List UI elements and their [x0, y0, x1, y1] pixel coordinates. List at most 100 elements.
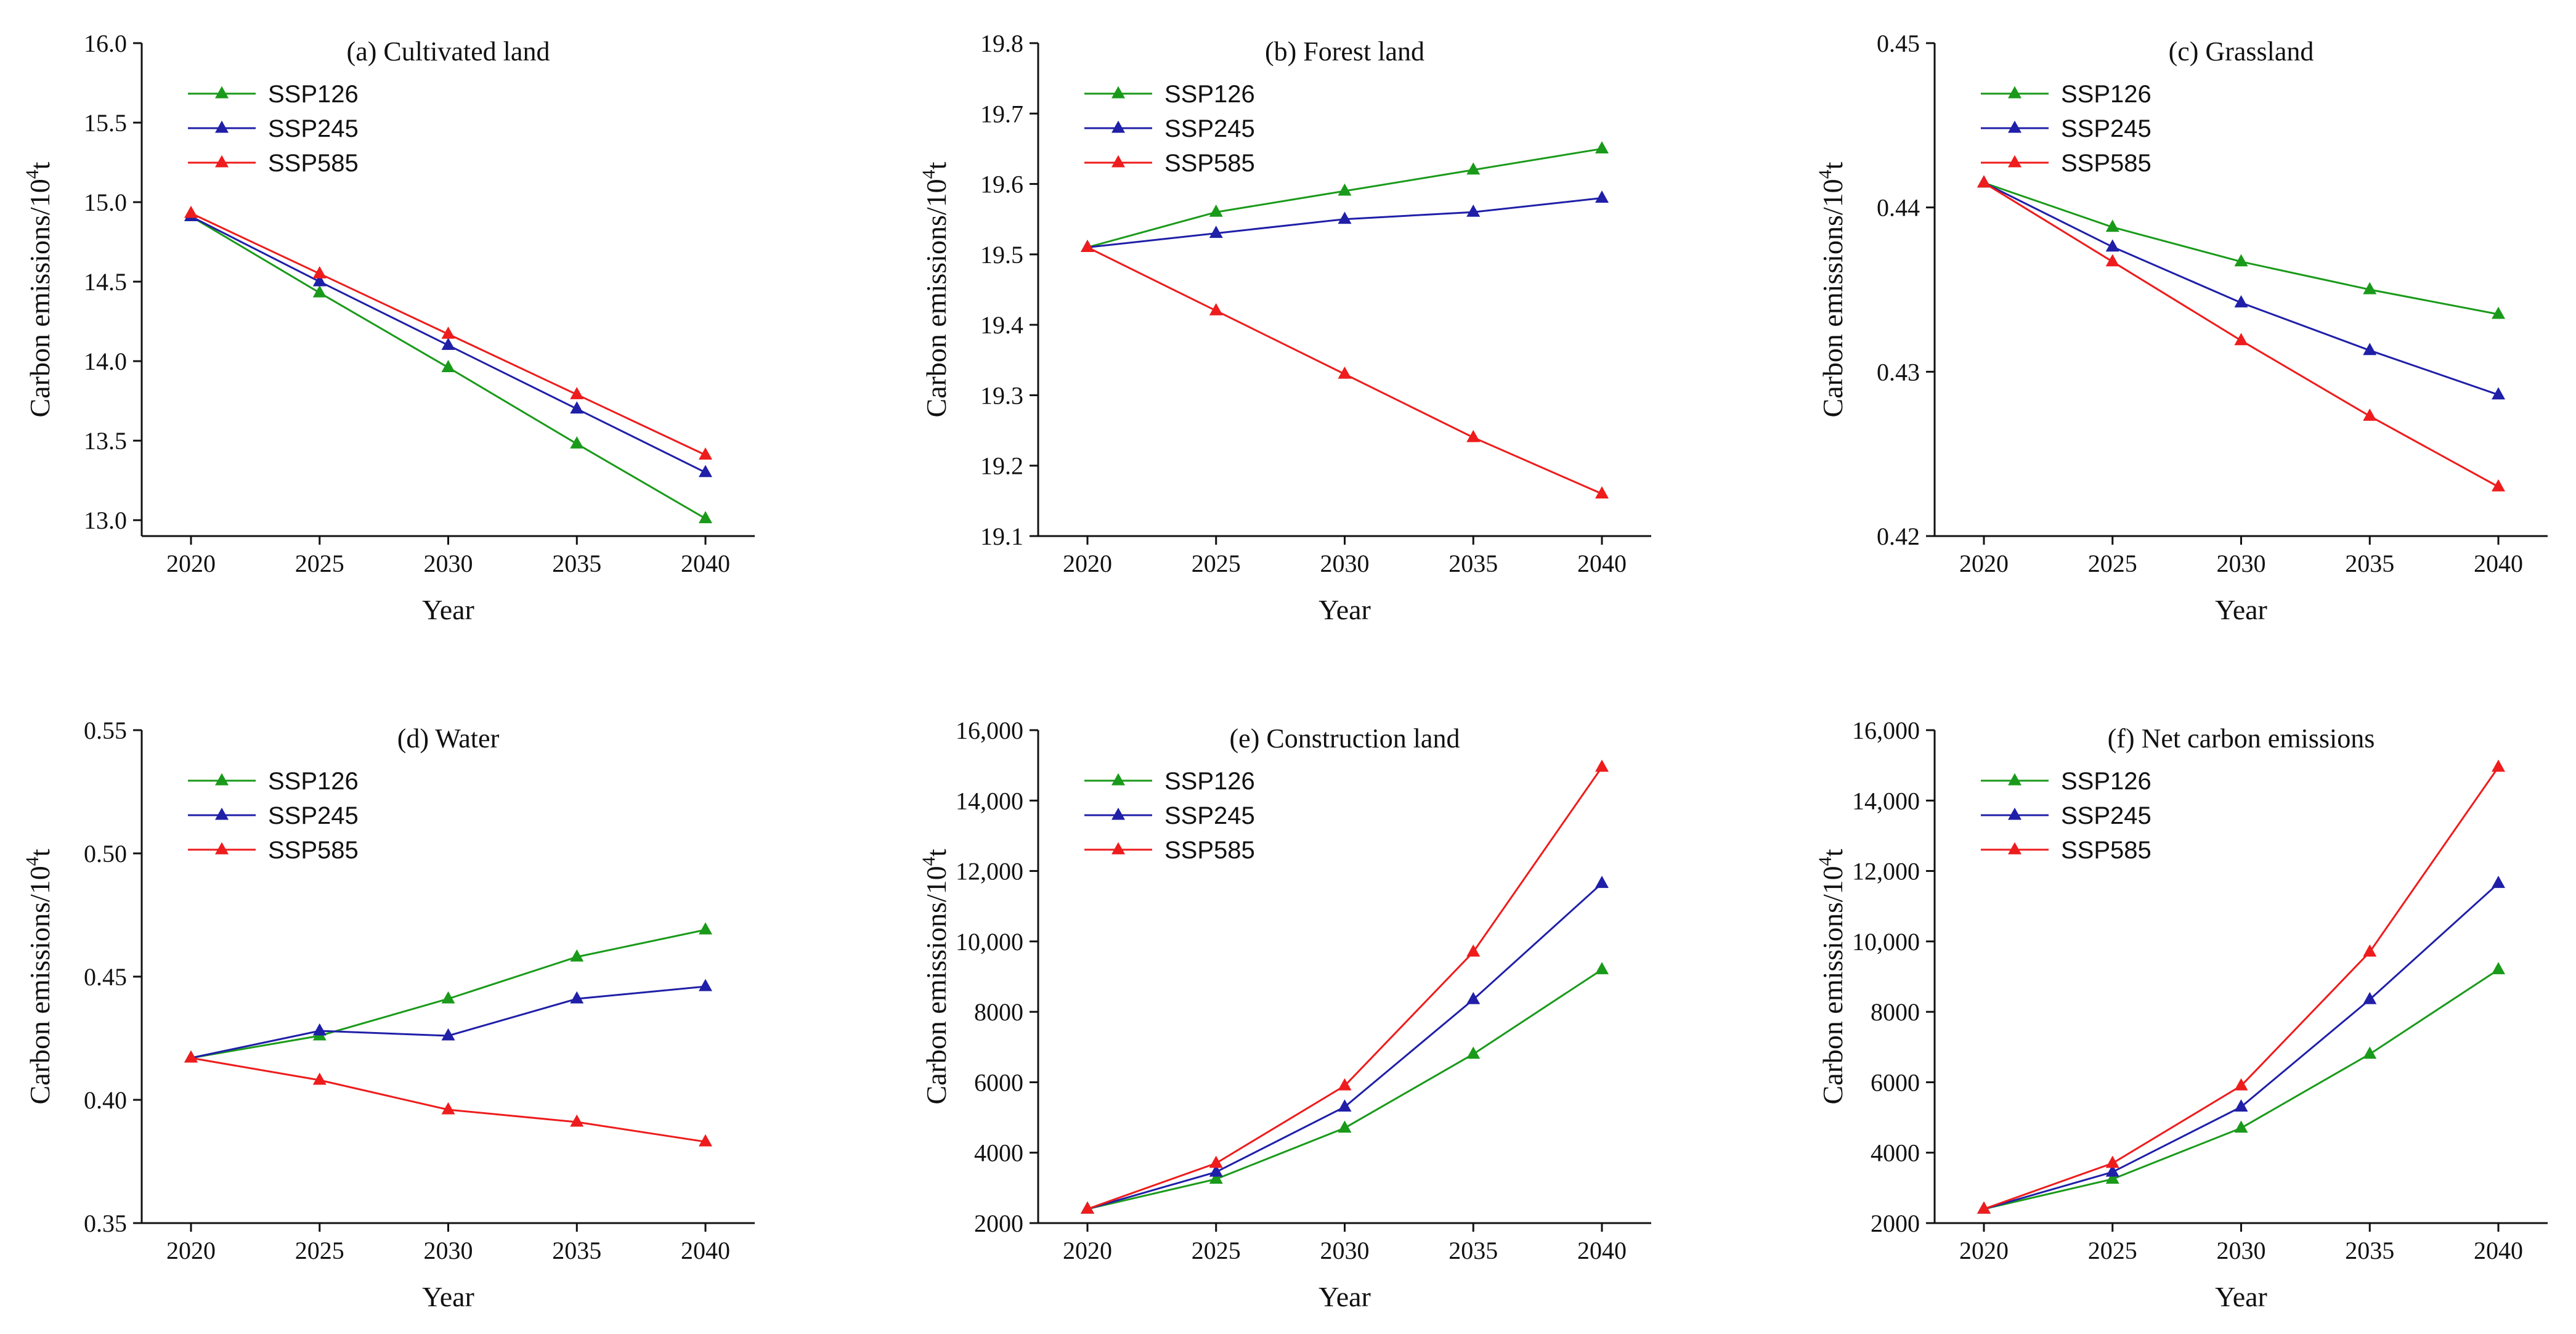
- x-tick-label: 2030: [424, 550, 473, 577]
- x-tick-label: 2040: [2474, 550, 2523, 577]
- x-axis-label: Year: [422, 1281, 474, 1312]
- series-ssp585: [184, 205, 712, 460]
- x-tick-label: 2025: [2088, 1237, 2137, 1264]
- y-axis-label-unit: t: [920, 848, 952, 856]
- x-tick-label: 2030: [2217, 1237, 2266, 1264]
- x-tick-label: 2030: [1320, 1237, 1370, 1264]
- series-ssp245: [1977, 876, 2505, 1214]
- y-tick-label: 12,000: [1852, 858, 1920, 885]
- data-point-marker: [1466, 944, 1481, 957]
- legend-entry: SSP585: [188, 837, 359, 864]
- data-point-marker: [1595, 962, 1609, 975]
- y-tick-label: 10,000: [956, 928, 1023, 956]
- x-tick-label: 2030: [1320, 550, 1370, 577]
- legend-marker: [2008, 842, 2021, 855]
- legend-entry: SSP245: [1981, 802, 2151, 829]
- data-point-marker: [570, 401, 584, 414]
- y-tick-label: 4000: [974, 1139, 1023, 1167]
- data-point-marker: [570, 991, 584, 1004]
- y-tick-label: 14.5: [84, 268, 127, 296]
- y-tick-label: 2000: [1871, 1210, 1920, 1237]
- y-tick-label: 0.55: [84, 717, 127, 744]
- legend-entry: SSP585: [188, 150, 359, 177]
- y-axis-label-unit: t: [24, 161, 55, 169]
- y-tick-label: 19.7: [980, 100, 1023, 128]
- legend-entry: SSP126: [1084, 81, 1255, 108]
- x-tick-label: 2035: [1448, 550, 1498, 577]
- data-point-marker: [1209, 205, 1223, 217]
- x-tick-label: 2040: [2474, 1237, 2523, 1264]
- legend-entry: SSP585: [1084, 837, 1255, 864]
- data-point-marker: [2363, 409, 2377, 421]
- chart-title: (c) Grassland: [2169, 36, 2314, 67]
- chart-panel: 2000 4000 6000 8000 10,000 12,000 14,000 16,000…: [919, 717, 1651, 1312]
- data-point-marker: [1081, 1201, 1094, 1214]
- data-point-marker: [1595, 486, 1609, 498]
- x-tick-label: 2040: [1577, 1237, 1627, 1264]
- y-tick-label: 19.2: [980, 452, 1023, 480]
- data-point-marker: [2105, 254, 2119, 267]
- x-axis-label: Year: [2215, 594, 2267, 625]
- data-point-marker: [1595, 876, 1609, 889]
- chart-title: (d) Water: [397, 723, 500, 754]
- series-ssp126: [1081, 141, 1609, 252]
- series-ssp245: [1081, 190, 1609, 252]
- data-point-marker: [1595, 759, 1609, 772]
- legend-label: SSP126: [2061, 768, 2151, 795]
- series-ssp245: [184, 978, 712, 1063]
- legend-marker: [215, 120, 229, 133]
- data-point-marker: [441, 360, 455, 372]
- x-tick-label: 2020: [1959, 550, 2009, 577]
- data-point-marker: [699, 511, 712, 524]
- legend-label: SSP585: [268, 150, 359, 177]
- data-point-marker: [1209, 1155, 1223, 1168]
- legend-entry: SSP245: [1084, 115, 1255, 142]
- legend-label: SSP126: [268, 81, 359, 108]
- chart-panel: 0.42 0.43 0.44 0.45 2020 2025 2030 2035 2040 (c) …: [1815, 30, 2548, 625]
- y-axis-label: Carbon emissions/104t: [1815, 161, 1848, 417]
- data-point-marker: [2234, 1078, 2248, 1091]
- chart-title: (b) Forest land: [1265, 36, 1424, 67]
- x-tick-label: 2035: [1448, 1237, 1498, 1264]
- data-point-marker: [2105, 219, 2119, 232]
- data-point-marker: [2234, 1120, 2248, 1133]
- data-point-marker: [312, 1072, 327, 1085]
- y-tick-label: 8000: [974, 998, 1023, 1026]
- data-point-marker: [184, 1050, 198, 1063]
- y-axis-label-unit: t: [1817, 161, 1848, 169]
- y-tick-label: 0.50: [84, 840, 127, 868]
- data-point-marker: [2492, 876, 2505, 889]
- y-axis-label-main: Carbon emissions/10: [920, 866, 952, 1104]
- legend-entry: SSP245: [1981, 115, 2151, 142]
- y-axis-label: Carbon emissions/104t: [919, 161, 952, 417]
- legend-label: SSP585: [1164, 150, 1255, 177]
- data-point-marker: [1466, 429, 1481, 442]
- legend-marker: [215, 842, 229, 855]
- legend-label: SSP585: [2061, 837, 2151, 864]
- series-line: [1983, 767, 2500, 1210]
- data-point-marker: [1338, 183, 1352, 196]
- y-tick-label: 8000: [1871, 998, 1920, 1026]
- data-point-marker: [312, 274, 327, 287]
- legend-entry: SSP126: [1981, 81, 2151, 108]
- legend-entry: SSP126: [188, 768, 359, 795]
- y-tick-label: 0.35: [84, 1210, 127, 1237]
- data-point-marker: [1466, 205, 1481, 217]
- y-tick-label: 14.0: [84, 348, 127, 375]
- legend-marker: [215, 773, 229, 786]
- data-point-marker: [2234, 254, 2248, 267]
- data-point-marker: [1338, 1120, 1352, 1133]
- y-tick-label: 0.45: [1877, 30, 1920, 57]
- series-ssp126: [184, 922, 712, 1063]
- data-point-marker: [1595, 190, 1609, 203]
- y-tick-label: 6000: [1871, 1068, 1920, 1096]
- data-point-marker: [570, 949, 584, 962]
- legend-label: SSP245: [2061, 115, 2151, 142]
- y-tick-label: 14,000: [1852, 787, 1920, 815]
- data-point-marker: [1595, 141, 1609, 153]
- y-tick-label: 0.42: [1877, 523, 1920, 550]
- data-point-marker: [2492, 759, 2505, 772]
- legend-marker: [215, 155, 229, 168]
- x-tick-label: 2035: [552, 1237, 601, 1264]
